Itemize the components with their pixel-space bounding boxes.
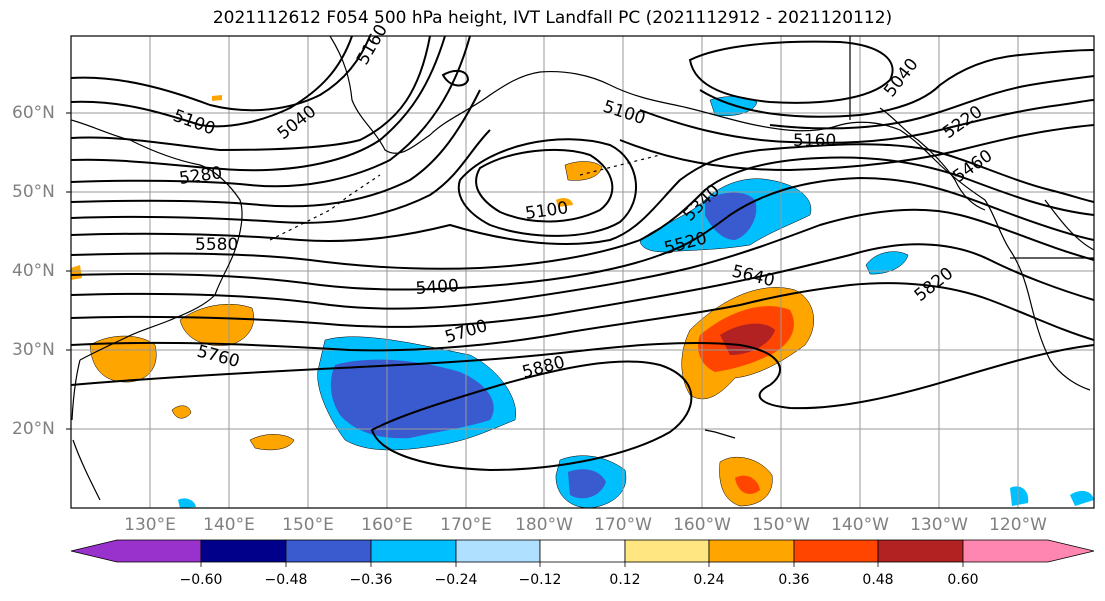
colorbar-tick-label: 0.60: [947, 572, 979, 588]
height-contours: [71, 36, 1094, 472]
colorbar: [70, 539, 1095, 567]
colorbar-segment: [370, 539, 457, 563]
lon-label: 120°W: [989, 515, 1047, 535]
lon-label: 160°E: [361, 515, 413, 535]
lon-label: 160°W: [673, 515, 731, 535]
colorbar-tick-label: −0.48: [264, 572, 308, 588]
contour-label: 5580: [195, 235, 238, 255]
colorbar-tick-label: −0.24: [434, 572, 478, 588]
lon-label: 150°W: [752, 515, 810, 535]
colorbar-tick-label: 0.12: [609, 572, 641, 588]
lat-label-60n: 60°N: [12, 103, 55, 123]
lon-label: 180°W: [515, 515, 573, 535]
colorbar-segment: [70, 539, 202, 563]
lon-label: 170°E: [440, 515, 492, 535]
colorbar-segment: [539, 539, 626, 563]
lat-label-40n: 40°N: [12, 261, 55, 281]
colorbar-tick-label: 0.24: [693, 572, 725, 588]
lon-label: 140°E: [203, 515, 255, 535]
colorbar-tick-label: −0.12: [518, 572, 562, 588]
colorbar-tick-label: 0.36: [778, 572, 810, 588]
colorbar-tick-label: −0.60: [179, 572, 223, 588]
colorbar-tick-label: −0.36: [349, 572, 393, 588]
colorbar-segment: [624, 539, 710, 563]
lon-label: 140°W: [831, 515, 889, 535]
lon-label: 130°W: [910, 515, 968, 535]
colorbar-tick-label: 0.48: [862, 572, 894, 588]
lat-label-20n: 20°N: [12, 419, 55, 439]
contour-label: 5160: [793, 131, 836, 151]
lat-label-50n: 50°N: [12, 182, 55, 202]
colorbar-segment: [285, 539, 372, 563]
colorbar-segment: [708, 539, 795, 563]
colorbar-segment: [962, 539, 1095, 563]
colorbar-segment: [200, 539, 287, 563]
map-title: 2021112612 F054 500 hPa height, IVT Land…: [212, 8, 893, 28]
map-frame: [70, 35, 1095, 509]
contour-label: 5400: [415, 276, 460, 299]
ivt-positive-shading: [71, 95, 814, 507]
lon-label: 170°W: [594, 515, 652, 535]
colorbar-segment: [793, 539, 879, 563]
lon-label: 130°E: [124, 515, 176, 535]
lat-label-30n: 30°N: [12, 340, 55, 360]
lon-label: 150°E: [282, 515, 334, 535]
colorbar-segment: [877, 539, 964, 563]
axis-ticks: [66, 112, 71, 430]
colorbar-segment: [455, 539, 541, 563]
